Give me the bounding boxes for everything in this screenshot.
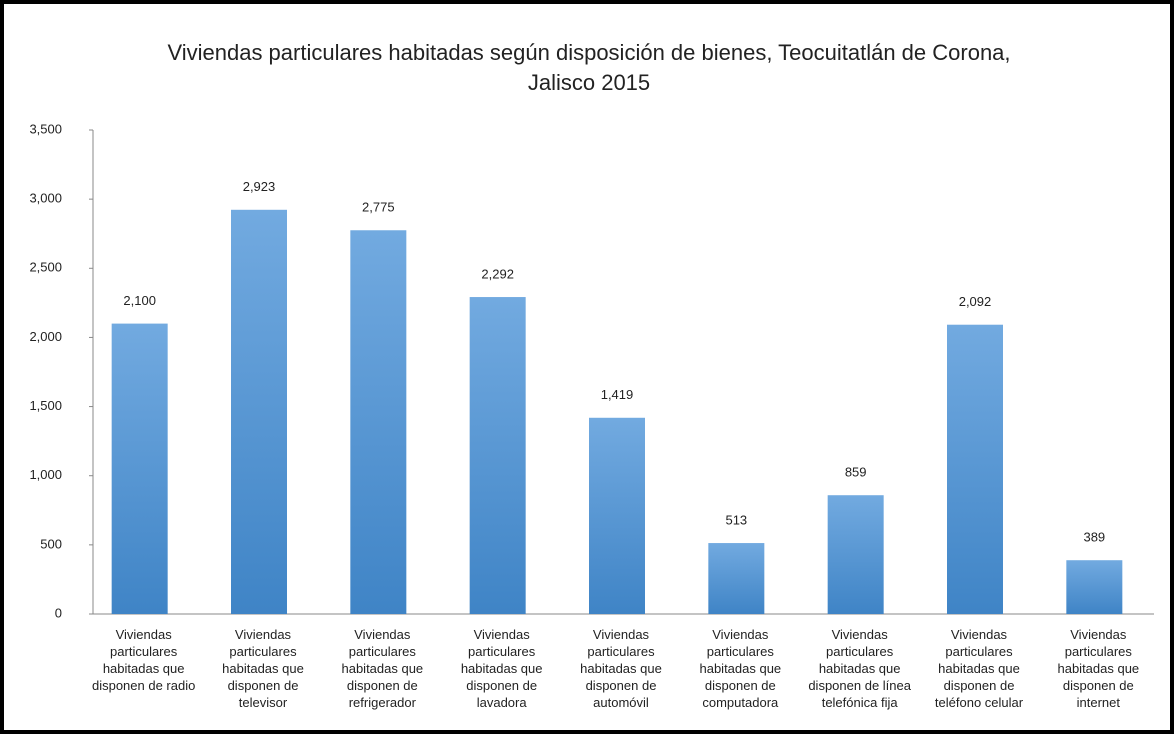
value-label: 1,419	[601, 387, 634, 402]
value-label: 2,092	[959, 294, 992, 309]
bar	[469, 297, 526, 614]
y-tick-label: 2,000	[29, 329, 62, 344]
chart-title: Viviendas particulares habitadas según d…	[167, 40, 1011, 95]
x-tick-label: Viviendas particulares habitadas que dis…	[699, 627, 782, 710]
y-tick-label: 2,500	[29, 260, 62, 275]
y-tick-label: 0	[55, 605, 62, 620]
y-tick-label: 3,500	[29, 121, 62, 136]
bar	[1066, 560, 1123, 614]
value-label: 2,775	[362, 200, 395, 215]
y-tick-label: 1,500	[29, 398, 62, 413]
x-tick-label: Viviendas particulares habitadas que dis…	[222, 627, 304, 710]
x-tick-label: Viviendas particulares habitadas que dis…	[91, 627, 196, 693]
bar	[589, 417, 645, 614]
y-tick-label: 3,000	[29, 191, 62, 206]
value-label: 859	[845, 465, 867, 480]
value-label: 2,923	[243, 179, 276, 194]
plot: 0 500 1,000 1,500 2,000 2,500 3,000 3,500 2,100 2…	[29, 121, 1154, 620]
x-tick-label: Viviendas particulares habitadas que dis…	[341, 627, 424, 710]
bar	[231, 209, 287, 614]
x-tick-label: Viviendas particulares habitadas que dis…	[934, 627, 1024, 710]
x-tick-label: Viviendas particulares habitadas que dis…	[808, 627, 911, 710]
x-tick-label: Viviendas particulares habitadas que dis…	[580, 627, 662, 710]
bar	[350, 230, 407, 614]
y-tick-label: 500	[40, 536, 62, 551]
bar	[111, 323, 168, 614]
bar	[827, 495, 884, 614]
bar	[947, 324, 1003, 614]
y-tick-label: 1,000	[29, 467, 62, 482]
x-tick-label: Viviendas particulares habitadas que dis…	[460, 627, 543, 710]
value-label: 2,292	[481, 266, 514, 281]
value-label: 513	[725, 512, 747, 527]
bar	[708, 543, 765, 614]
value-label: 389	[1083, 530, 1105, 545]
x-tick-label: Viviendas particulares habitadas que dis…	[1057, 627, 1140, 710]
value-label: 2,100	[123, 293, 156, 308]
